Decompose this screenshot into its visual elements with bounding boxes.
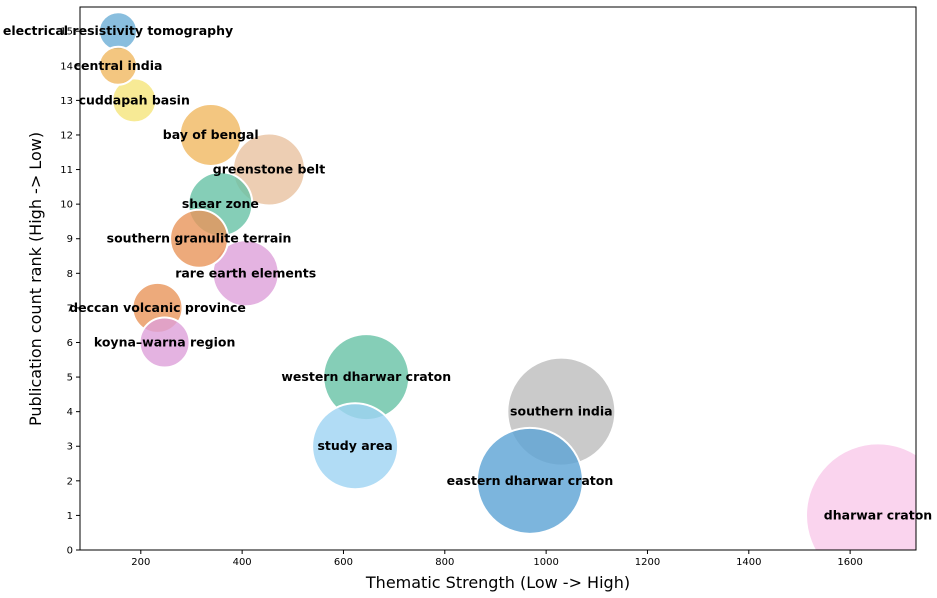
bubble-label: shear zone — [182, 196, 259, 211]
x-tick-label: 1000 — [533, 557, 558, 568]
y-axis-label: Publication count rank (High -> Low) — [26, 132, 45, 426]
bubble-label: greenstone belt — [213, 162, 325, 177]
y-tick-label: 0 — [67, 546, 73, 557]
y-tick-label: 12 — [60, 130, 73, 141]
y-tick-label: 7 — [67, 303, 73, 314]
bubble-label: dharwar craton — [824, 507, 932, 522]
x-axis-ticks: 200 400 600 800 1000 1200 1400 1600 — [131, 550, 863, 568]
bubble — [231, 132, 306, 207]
bubble-label-layer: electrical resistivity tomography central… — [3, 23, 932, 522]
x-tick-label: 400 — [233, 557, 252, 568]
x-axis-label: Thematic Strength (Low -> High) — [365, 573, 630, 592]
y-tick-label: 10 — [60, 200, 73, 211]
bubble-label: bay of bengal — [163, 127, 259, 142]
y-tick-label: 3 — [67, 442, 73, 453]
x-tick-label: 1400 — [736, 557, 761, 568]
y-tick-label: 13 — [60, 96, 73, 107]
bubble-label: central india — [74, 58, 163, 73]
bubble-layer — [98, 11, 916, 550]
bubble — [169, 208, 230, 269]
y-tick-label: 2 — [67, 476, 73, 487]
bubble-label: western dharwar craton — [281, 369, 451, 384]
bubble-label: eastern dharwar craton — [447, 473, 614, 488]
bubble-label: southern granulite terrain — [107, 231, 292, 246]
bubble — [211, 239, 280, 308]
bubble-label: electrical resistivity tomography — [3, 23, 233, 38]
y-tick-label: 1 — [67, 511, 73, 522]
bubble-label: rare earth elements — [175, 265, 316, 280]
bubble-label: study area — [317, 438, 392, 453]
x-tick-label: 800 — [435, 557, 454, 568]
bubble-label: cuddapah basin — [79, 92, 190, 107]
bubble — [475, 426, 584, 535]
bubble-label: deccan volcanic province — [69, 300, 246, 315]
bubble — [805, 442, 916, 550]
y-tick-label: 8 — [67, 269, 73, 280]
x-tick-label: 1600 — [837, 557, 862, 568]
y-tick-label: 5 — [67, 373, 73, 384]
bubble — [111, 77, 158, 124]
bubble — [178, 102, 243, 167]
bubble — [138, 316, 191, 369]
plot-frame — [79, 6, 917, 551]
y-tick-label: 11 — [60, 165, 73, 176]
x-tick-label: 1200 — [635, 557, 660, 568]
bubble-label: koyna–warna region — [94, 334, 236, 349]
y-tick-label: 6 — [67, 338, 73, 349]
y-tick-label: 14 — [60, 61, 73, 72]
bubble — [98, 45, 138, 86]
x-tick-label: 600 — [334, 557, 353, 568]
x-tick-label: 200 — [131, 557, 150, 568]
y-tick-label: 15 — [60, 27, 73, 38]
y-tick-label: 4 — [67, 407, 73, 418]
bubble — [311, 402, 400, 491]
bubble-label: southern india — [510, 404, 613, 419]
y-tick-label: 9 — [67, 234, 73, 245]
